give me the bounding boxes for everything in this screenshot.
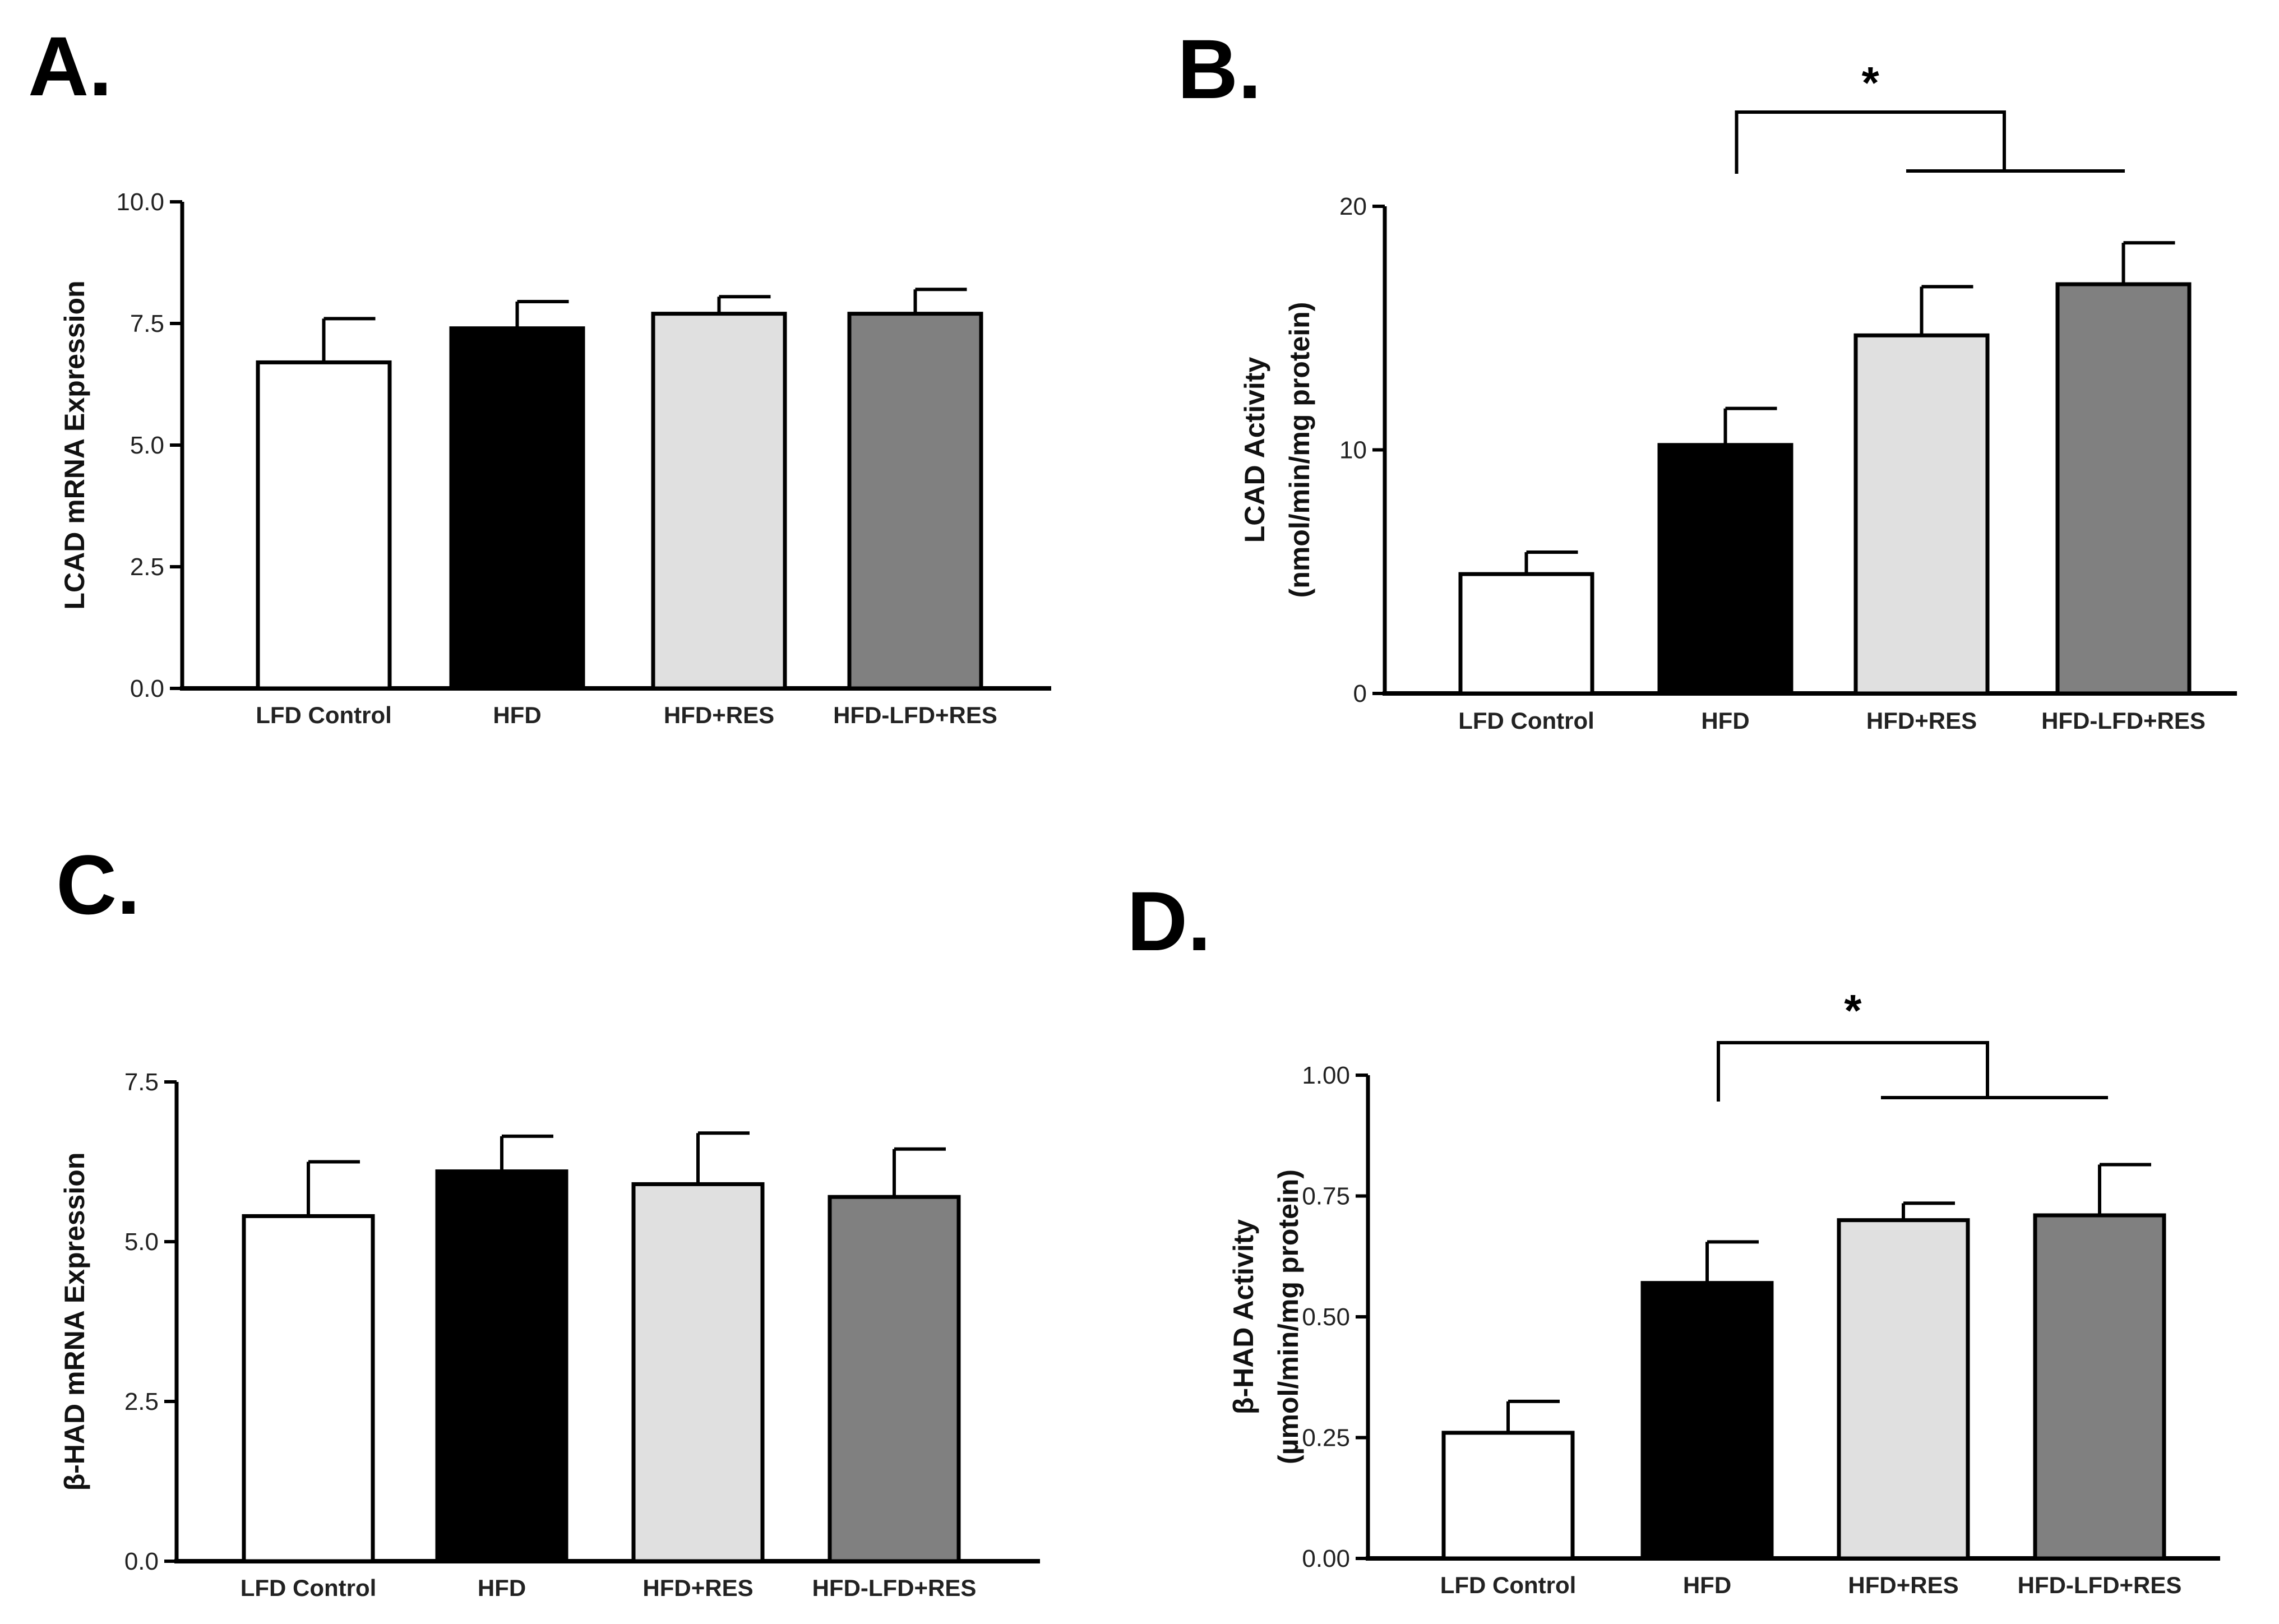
x-tick-label: HFD bbox=[1683, 1572, 1731, 1598]
significance-star: * bbox=[1844, 985, 1862, 1035]
x-tick-label: HFD-LFD+RES bbox=[2041, 707, 2206, 734]
bar bbox=[1657, 443, 1793, 696]
y-tick-label: 0.00 bbox=[1302, 1545, 1350, 1572]
y-axis-title: β-HAD mRNA Expression bbox=[59, 1153, 90, 1491]
bar bbox=[651, 312, 787, 691]
x-tick-label: HFD-LFD+RES bbox=[2018, 1572, 2182, 1598]
chart-panel-b: B. 0 10 20 LCAD Activity (nmol/min/mg protein… bbox=[1177, 22, 2237, 734]
bar bbox=[631, 1182, 765, 1563]
x-tick-label: HFD+RES bbox=[1866, 707, 1977, 734]
y-tick-label: 0.0 bbox=[130, 675, 164, 702]
y-tick-label: 2.5 bbox=[124, 1388, 159, 1415]
significance-bracket bbox=[1735, 110, 2006, 174]
y-tick-label: 0.25 bbox=[1302, 1424, 1350, 1452]
x-tick-label: LFD Control bbox=[241, 1575, 377, 1601]
y-tick-label: 1.00 bbox=[1302, 1062, 1350, 1089]
y-tick-label: 0.0 bbox=[124, 1548, 159, 1575]
x-tick-label: HFD-LFD+RES bbox=[812, 1575, 977, 1601]
panel-label: B. bbox=[1177, 22, 1261, 116]
bar bbox=[1441, 1431, 1575, 1561]
bar bbox=[256, 360, 392, 691]
y-tick-label: 2.5 bbox=[130, 553, 164, 581]
bar bbox=[1853, 333, 1990, 696]
y-tick-label: 20 bbox=[1339, 193, 1367, 220]
x-tick-label: HFD bbox=[1701, 707, 1749, 734]
bar bbox=[1640, 1281, 1774, 1561]
x-tick-label: HFD+RES bbox=[664, 702, 774, 728]
significance-star: * bbox=[1862, 58, 1880, 108]
bar bbox=[449, 326, 585, 691]
bar bbox=[2055, 282, 2192, 696]
x-tick-label: HFD+RES bbox=[1848, 1572, 1958, 1598]
y-tick-label: 7.5 bbox=[130, 310, 164, 337]
bar bbox=[435, 1169, 568, 1563]
x-tick-label: LFD Control bbox=[1440, 1572, 1577, 1598]
x-tick-label: LFD Control bbox=[1458, 707, 1594, 734]
bar bbox=[1458, 572, 1594, 696]
significance-bracket bbox=[1717, 1041, 1989, 1102]
y-tick-label: 10.0 bbox=[116, 188, 164, 216]
y-axis-title: (µmol/min/mg protein) bbox=[1273, 1169, 1304, 1464]
chart-panel-d: D. 0.00 0.25 0.50 0.75 1.00 β-HAD Activity (µmo… bbox=[1127, 874, 2220, 1598]
bar bbox=[2033, 1213, 2166, 1561]
bar bbox=[847, 312, 983, 691]
panel-label: D. bbox=[1127, 874, 1211, 968]
panel-label: C. bbox=[56, 838, 140, 932]
bar bbox=[828, 1195, 961, 1563]
bar bbox=[1837, 1218, 1970, 1561]
y-axis-title: LCAD Activity bbox=[1239, 357, 1270, 543]
y-tick-label: 0.50 bbox=[1302, 1303, 1350, 1331]
x-tick-label: HFD bbox=[493, 702, 541, 728]
x-tick-label: HFD-LFD+RES bbox=[833, 702, 997, 728]
panel-label: A. bbox=[28, 19, 112, 113]
chart-panel-c: C. 0.0 2.5 5.0 7.5 β-HAD mRNA Expression LFD C… bbox=[56, 838, 1040, 1601]
y-tick-label: 0.75 bbox=[1302, 1183, 1350, 1210]
y-tick-label: 7.5 bbox=[124, 1068, 159, 1096]
y-axis-title: LCAD mRNA Expression bbox=[59, 280, 90, 609]
x-tick-label: HFD bbox=[478, 1575, 526, 1601]
x-tick-label: LFD Control bbox=[256, 702, 392, 728]
y-tick-label: 5.0 bbox=[130, 432, 164, 459]
x-tick-label: HFD+RES bbox=[642, 1575, 753, 1601]
bar bbox=[242, 1214, 375, 1563]
y-tick-label: 10 bbox=[1339, 437, 1367, 464]
y-axis-title: (nmol/min/mg protein) bbox=[1284, 302, 1315, 598]
chart-panel-a: A. 0.0 2.5 5.0 7.5 10.0 LCAD mRNA Expression LF… bbox=[28, 19, 1051, 728]
y-axis-title: β-HAD Activity bbox=[1228, 1219, 1259, 1414]
y-tick-label: 0 bbox=[1353, 680, 1367, 707]
y-tick-label: 5.0 bbox=[124, 1228, 159, 1256]
